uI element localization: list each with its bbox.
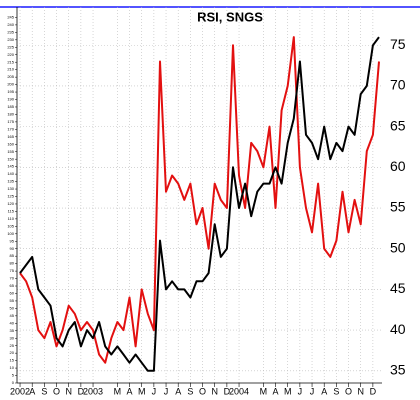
y-tick-label: 150 xyxy=(7,156,14,161)
x-tick-label: S xyxy=(187,386,193,396)
y-tick-label: 10 xyxy=(10,365,15,370)
y-tick-label: 180 xyxy=(7,111,14,116)
x-tick-label: A xyxy=(321,386,327,396)
y-tick-label: 30 xyxy=(10,335,15,340)
y-tick-label: 45 xyxy=(10,313,15,318)
x-tick-label: J xyxy=(152,386,157,396)
y-tick-label: 35 xyxy=(10,328,15,333)
y-tick-label: 185 xyxy=(7,104,14,109)
x-tick-label: 2004 xyxy=(229,386,249,396)
y-tick-label: 170 xyxy=(7,126,14,131)
x-tick-label: A xyxy=(273,386,279,396)
x-tick-label: J xyxy=(298,386,303,396)
x-tick-label: D xyxy=(224,386,231,396)
x-tick-label: N xyxy=(211,386,218,396)
x-tick-label: M xyxy=(284,386,292,396)
y-tick-label: 140 xyxy=(7,171,14,176)
y-tick-label: 225 xyxy=(7,44,14,49)
y-tick-label: 65 xyxy=(10,283,15,288)
y-tick-label: 20 xyxy=(10,350,15,355)
y-tick-label: 190 xyxy=(7,97,14,102)
y2-tick-label: 35 xyxy=(390,361,406,377)
x-tick-label: J xyxy=(310,386,315,396)
y-tick-label: 175 xyxy=(7,119,14,124)
y-tick-label: 245 xyxy=(7,15,14,20)
x-tick-label: A xyxy=(127,386,133,396)
y-tick-label: 135 xyxy=(7,179,14,184)
y-tick-label: 105 xyxy=(7,223,14,228)
y2-tick-label: 60 xyxy=(390,158,406,174)
y-tick-label: 15 xyxy=(10,358,15,363)
x-tick-label: J xyxy=(164,386,169,396)
y-tick-label: 125 xyxy=(7,194,14,199)
x-tick-label: M xyxy=(114,386,122,396)
y-tick-label: 0 xyxy=(12,380,15,385)
series-line xyxy=(19,36,380,364)
y-tick-label: 85 xyxy=(10,253,15,258)
x-tick-label: M xyxy=(138,386,146,396)
x-tick-label: O xyxy=(345,386,352,396)
y2-tick-label: 50 xyxy=(390,239,406,255)
x-tick-label: D xyxy=(78,386,85,396)
y-tick-label: 130 xyxy=(7,186,14,191)
y2-tick-label: 55 xyxy=(390,199,406,215)
y-tick-label: 145 xyxy=(7,164,14,169)
y-tick-label: 110 xyxy=(8,216,15,221)
x-tick-label: O xyxy=(53,386,60,396)
x-tick-label: A xyxy=(175,386,181,396)
x-tick-label: S xyxy=(41,386,47,396)
y-tick-label: 220 xyxy=(7,52,14,57)
y-tick-label: 120 xyxy=(7,201,14,206)
x-tick-label: N xyxy=(357,386,364,396)
series-line xyxy=(19,36,380,372)
y-tick-label: 200 xyxy=(7,82,14,87)
y-tick-label: 25 xyxy=(10,343,15,348)
y2-tick-label: 65 xyxy=(390,117,406,133)
y-tick-label: 230 xyxy=(7,37,14,42)
y-tick-label: 240 xyxy=(7,22,14,27)
y-tick-label: 115 xyxy=(8,208,15,213)
x-tick-label: 2002 xyxy=(10,386,30,396)
y-tick-label: 160 xyxy=(7,141,14,146)
y-tick-label: 195 xyxy=(7,89,14,94)
y-tick-label: 155 xyxy=(7,149,14,154)
y-tick-label: 40 xyxy=(10,320,15,325)
y-tick-label: 75 xyxy=(10,268,15,273)
y2-tick-label: 40 xyxy=(390,321,406,337)
y-tick-label: 210 xyxy=(7,67,14,72)
x-tick-label: N xyxy=(65,386,72,396)
y-tick-label: 80 xyxy=(10,261,15,266)
y-tick-label: 70 xyxy=(10,276,15,281)
y-tick-label: 95 xyxy=(10,238,15,243)
x-tick-label: M xyxy=(260,386,268,396)
x-tick-label: O xyxy=(199,386,206,396)
x-tick-label: D xyxy=(370,386,377,396)
y2-tick-label: 70 xyxy=(390,77,406,93)
y-tick-label: 100 xyxy=(7,231,14,236)
x-tick-label: S xyxy=(333,386,339,396)
y-tick-label: 60 xyxy=(10,291,15,296)
y-tick-label: 165 xyxy=(7,134,14,139)
chart-title: RSI, SNGS xyxy=(197,9,263,24)
y-tick-label: 205 xyxy=(7,74,14,79)
y-tick-label: 5 xyxy=(12,373,15,378)
x-tick-label: A xyxy=(29,386,35,396)
y-tick-label: 50 xyxy=(10,305,15,310)
y-tick-label: 235 xyxy=(7,29,14,34)
y-tick-label: 55 xyxy=(10,298,15,303)
y-tick-label: 90 xyxy=(10,246,15,251)
y2-tick-label: 75 xyxy=(390,36,406,52)
x-tick-label: 2003 xyxy=(83,386,103,396)
y2-tick-label: 45 xyxy=(390,280,406,296)
y-tick-label: 215 xyxy=(7,59,14,64)
